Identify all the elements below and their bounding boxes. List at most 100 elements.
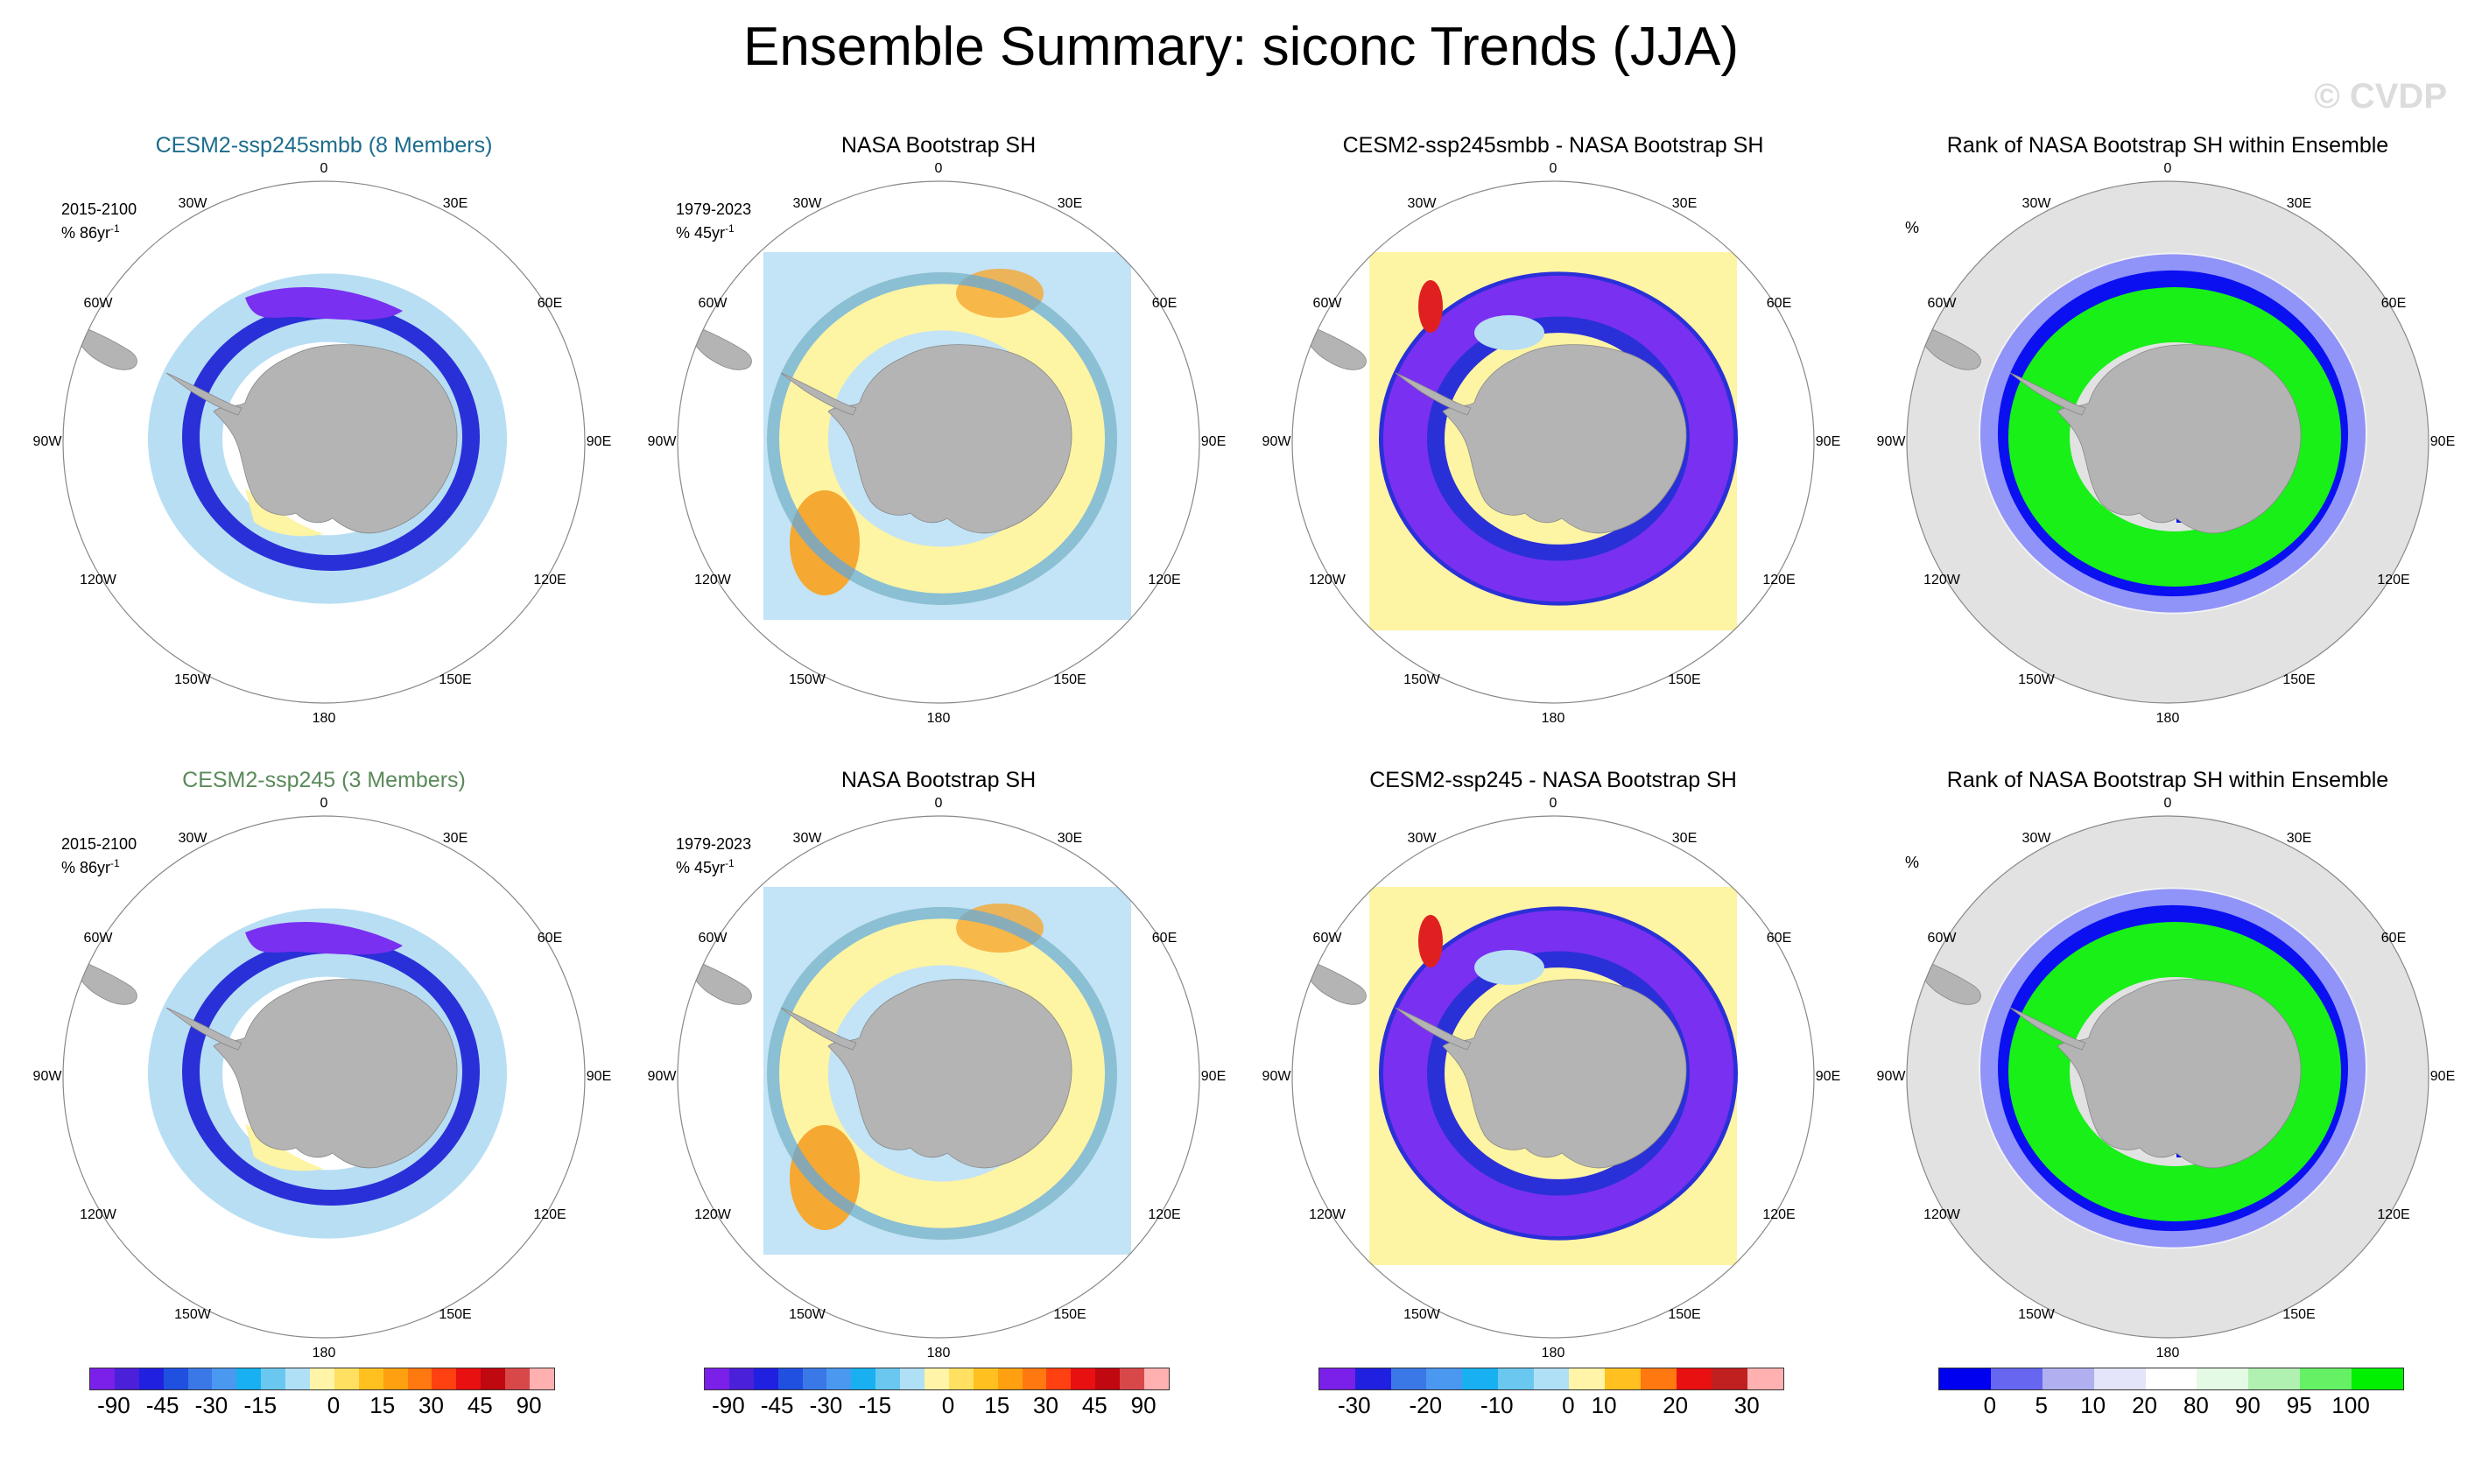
longitude-label: 60W bbox=[83, 296, 113, 311]
longitude-label: 120W bbox=[1309, 573, 1346, 587]
colorbar-swatch bbox=[875, 1368, 901, 1389]
colorbar-tick-label: -45 bbox=[145, 1392, 179, 1418]
longitude-label: 90E bbox=[1200, 1069, 1227, 1084]
longitude-label: 30W bbox=[178, 196, 207, 211]
longitude-label: 0 bbox=[320, 796, 328, 811]
colorbar-swatch bbox=[1319, 1368, 1355, 1389]
longitude-label: 120W bbox=[1923, 573, 1960, 587]
longitude-label: 60W bbox=[83, 931, 113, 946]
colorbar-tick-label: 0 bbox=[327, 1392, 341, 1418]
colorbar-swatch bbox=[973, 1368, 998, 1389]
map-panel-diff: CESM2-ssp245smbb - NASA Bootstrap SH 0 30E… bbox=[1262, 123, 1842, 849]
colorbar-swatch bbox=[753, 1368, 778, 1389]
colorbar-swatch bbox=[236, 1368, 262, 1389]
longitude-label: 150W bbox=[1403, 1307, 1440, 1322]
colorbar-tick-label: 45 bbox=[1081, 1392, 1107, 1418]
longitude-label: 60E bbox=[1766, 296, 1792, 311]
colorbar-swatch bbox=[456, 1368, 482, 1389]
colorbar-tick-label: 20 bbox=[1663, 1392, 1689, 1418]
map-panel-diff: CESM2-ssp245 - NASA Bootstrap SH 0 30E 60E 9… bbox=[1262, 757, 1842, 1484]
colorbar-swatch bbox=[1462, 1368, 1498, 1389]
longitude-label: 90E bbox=[586, 434, 612, 449]
longitude-label: 180 bbox=[926, 1346, 951, 1361]
colorbar-swatch bbox=[1640, 1368, 1677, 1389]
panel-title: CESM2-ssp245smbb (8 Members) bbox=[155, 133, 493, 158]
longitude-label: 30W bbox=[792, 196, 822, 211]
longitude-label: 90W bbox=[32, 434, 62, 449]
longitude-label: 0 bbox=[320, 161, 328, 176]
colorbar-tick-label: -20 bbox=[1409, 1392, 1443, 1418]
map-boundary bbox=[62, 180, 586, 704]
south-america-land bbox=[1302, 960, 1367, 1005]
longitude-label: 90W bbox=[1876, 434, 1906, 449]
map-boundary bbox=[1906, 815, 2429, 1339]
antarctic-peninsula bbox=[780, 372, 857, 416]
period-range: 2015-2100 bbox=[61, 200, 137, 218]
longitude-label: 150E bbox=[1053, 672, 1086, 687]
colorbar-tick-label: 90 bbox=[2234, 1392, 2261, 1418]
colorbar-tick-label: 30 bbox=[418, 1392, 444, 1418]
unit-label: % bbox=[1905, 219, 1920, 236]
longitude-label: 30E bbox=[1057, 196, 1083, 211]
longitude-label: 120W bbox=[80, 573, 116, 587]
period-label: 1979-2023 % 45yr-1 bbox=[676, 834, 751, 877]
colorbar-tick-label: 100 bbox=[2331, 1392, 2370, 1418]
map-panel-obs: NASA Bootstrap SH 1979-2023 % 45yr-1 0 30E 60… bbox=[648, 757, 1227, 1484]
longitude-label: 30E bbox=[2286, 196, 2312, 211]
colorbar-swatch bbox=[1144, 1368, 1169, 1389]
diff-positive-patch bbox=[1418, 280, 1443, 333]
map-field bbox=[1907, 181, 2429, 703]
antarctic-peninsula bbox=[2009, 372, 2086, 416]
diff-positive-patch bbox=[1418, 915, 1443, 967]
trend-extreme-negative bbox=[245, 922, 403, 955]
unit-label: % 86yr bbox=[61, 859, 111, 876]
panel-title: CESM2-ssp245 - NASA Bootstrap SH bbox=[1369, 768, 1737, 792]
unit-label: % 45yr bbox=[676, 224, 726, 242]
unit-label: % bbox=[1905, 854, 1920, 871]
colorbar-tick-label: -30 bbox=[194, 1392, 229, 1418]
longitude-label: 120W bbox=[1923, 1207, 1960, 1222]
colorbar-swatch bbox=[481, 1368, 506, 1389]
longitude-label: 30W bbox=[2021, 196, 2051, 211]
longitude-label: 120E bbox=[533, 573, 566, 587]
longitude-label: 150W bbox=[174, 672, 211, 687]
antarctic-peninsula bbox=[165, 1007, 243, 1051]
antarctic-peninsula bbox=[1395, 372, 1472, 416]
colorbar-tick-label: -90 bbox=[712, 1392, 745, 1418]
longitude-label: 0 bbox=[934, 796, 943, 811]
unit-exponent: -1 bbox=[725, 222, 735, 235]
diff-weak-negative bbox=[1474, 315, 1544, 350]
longitude-label: 60E bbox=[537, 296, 563, 311]
longitude-label: 30E bbox=[2286, 831, 2312, 846]
colorbar-swatch bbox=[948, 1368, 974, 1389]
colorbar-swatch bbox=[432, 1368, 457, 1389]
antarctica-land bbox=[213, 979, 458, 1169]
longitude-label: 60E bbox=[1151, 296, 1178, 311]
longitude-label: 90E bbox=[1815, 1069, 1841, 1084]
colorbar-swatch bbox=[2093, 1368, 2146, 1389]
colorbar-tick-label: 90 bbox=[516, 1392, 542, 1418]
colorbar-swatch bbox=[1390, 1368, 1427, 1389]
longitude-label: 30W bbox=[1407, 831, 1437, 846]
longitude-label: 180 bbox=[312, 1346, 336, 1361]
colorbar-swatch bbox=[2248, 1368, 2301, 1389]
longitude-label: 180 bbox=[2155, 711, 2180, 726]
colorbar-swatch bbox=[187, 1368, 213, 1389]
longitude-label: 150E bbox=[1053, 1307, 1086, 1322]
colorbar-swatch bbox=[1605, 1368, 1641, 1389]
longitude-label: 180 bbox=[312, 711, 336, 726]
longitude-label: 150W bbox=[789, 672, 826, 687]
map-boundary bbox=[677, 180, 1200, 704]
colorbar-swatch bbox=[2042, 1368, 2094, 1389]
colorbar-swatch bbox=[1990, 1368, 2043, 1389]
longitude-label: 150E bbox=[1668, 672, 1701, 687]
unit-label: % 45yr bbox=[676, 859, 726, 876]
colorbar-tick-label: 80 bbox=[2183, 1392, 2209, 1418]
map-boundary bbox=[62, 815, 586, 1339]
antarctica-land bbox=[1442, 979, 1687, 1169]
colorbar-tick-label: -30 bbox=[809, 1392, 843, 1418]
colorbar-swatch bbox=[505, 1368, 531, 1389]
antarctica-land bbox=[827, 344, 1072, 534]
colorbar-tick-label: 0 bbox=[1562, 1392, 1575, 1418]
map-boundary bbox=[1906, 180, 2429, 704]
